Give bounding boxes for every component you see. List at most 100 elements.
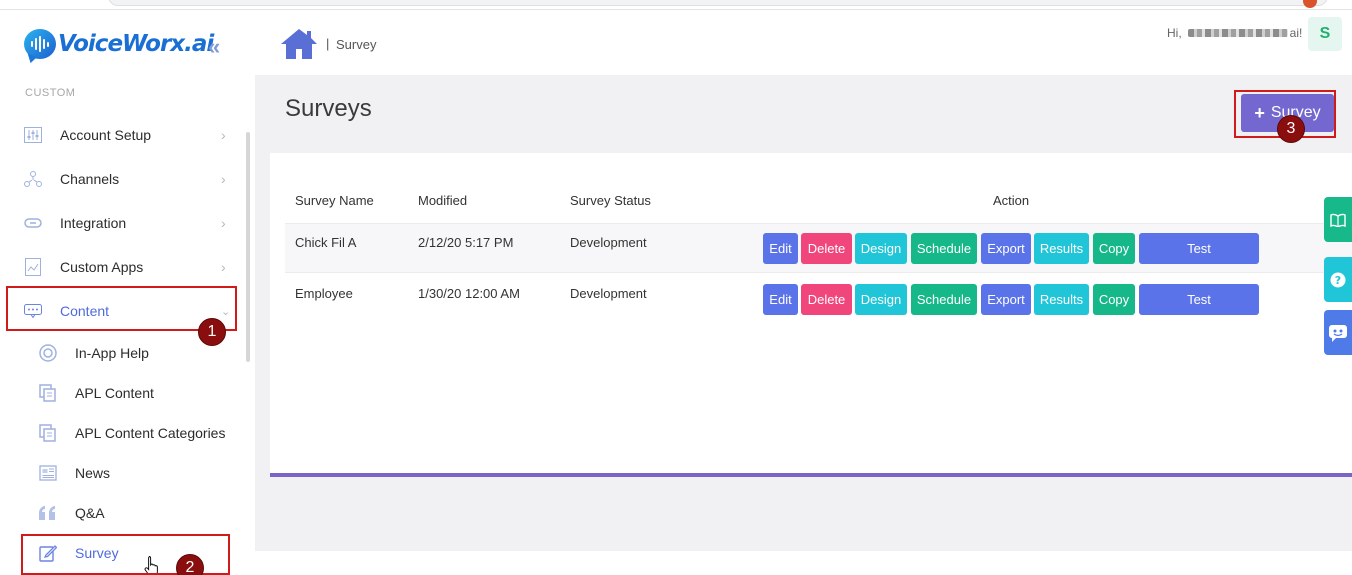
results-button[interactable]: Results xyxy=(1034,233,1089,264)
column-header-modified: Modified xyxy=(418,193,468,208)
content-icon xyxy=(24,302,42,320)
modified-cell: 1/30/20 12:00 AM xyxy=(418,286,520,301)
help-tab[interactable]: ? xyxy=(1324,257,1352,302)
column-header-status: Survey Status xyxy=(570,193,651,208)
design-button[interactable]: Design xyxy=(855,284,907,315)
sidebar-subitem-label: Survey xyxy=(75,545,119,561)
survey-name-cell[interactable]: Employee xyxy=(295,286,353,301)
copy-icon xyxy=(38,383,58,403)
sidebar-subitem-label: APL Content xyxy=(75,385,154,401)
sidebar: VoiceWorx.ai « CUSTOM Account Setup › Ch… xyxy=(0,10,255,575)
survey-table-card: Survey Name Modified Survey Status Actio… xyxy=(270,153,1352,477)
sidebar-item-account-setup[interactable]: Account Setup › xyxy=(0,113,240,157)
chevron-right-icon: › xyxy=(221,215,226,231)
sidebar-subitem-survey[interactable]: Survey xyxy=(0,533,240,573)
channels-icon xyxy=(24,170,42,188)
chat-icon xyxy=(1329,324,1347,342)
step-marker-3: 3 xyxy=(1277,115,1305,143)
redacted-email xyxy=(1187,29,1288,37)
profile-dot[interactable] xyxy=(1303,0,1317,8)
question-icon: ? xyxy=(1330,272,1346,287)
sidebar-subitem-label: In-App Help xyxy=(75,345,149,361)
test-button[interactable]: Test xyxy=(1139,233,1259,264)
browser-chrome-strip xyxy=(0,0,1352,10)
copy-button[interactable]: Copy xyxy=(1093,284,1135,315)
help-ring-icon xyxy=(38,343,58,363)
chat-bubble-icon xyxy=(24,29,56,59)
sidebar-item-label: Integration xyxy=(60,215,127,231)
plus-icon: + xyxy=(1254,102,1265,123)
page-title: Surveys xyxy=(285,95,372,122)
export-button[interactable]: Export xyxy=(981,284,1031,315)
chevron-right-icon: › xyxy=(221,171,226,187)
chevron-right-icon: › xyxy=(221,127,226,143)
test-button[interactable]: Test xyxy=(1139,284,1259,315)
step-marker-2: 2 xyxy=(176,554,204,575)
sidebar-scrollbar[interactable] xyxy=(246,132,250,362)
step-marker-1: 1 xyxy=(198,318,226,346)
footer-strip xyxy=(255,551,1352,575)
sidebar-subitem-qa[interactable]: Q&A xyxy=(0,493,240,533)
sidebar-item-content[interactable]: Content ⌄ xyxy=(0,289,240,333)
brand-logo[interactable]: VoiceWorx.ai xyxy=(24,27,214,61)
breadcrumb[interactable]: Survey xyxy=(336,37,377,52)
sidebar-subitem-in-app-help[interactable]: In-App Help xyxy=(0,333,240,373)
highlight-survey xyxy=(21,534,230,575)
greeting-prefix: Hi, xyxy=(1167,26,1182,40)
top-bar: | Survey Hi, ai! S xyxy=(255,10,1352,75)
sliders-icon xyxy=(24,126,42,144)
sidebar-subitem-label: News xyxy=(75,465,111,481)
table-row: Chick Fil A 2/12/20 5:17 PM Development … xyxy=(285,223,1352,273)
column-header-action: Action xyxy=(993,193,1030,208)
status-cell: Development xyxy=(570,286,647,301)
sidebar-item-label: Custom Apps xyxy=(60,259,144,275)
collapse-sidebar-icon[interactable]: « xyxy=(208,34,221,59)
column-header-survey-name: Survey Name xyxy=(295,193,374,208)
survey-name-cell[interactable]: Chick Fil A xyxy=(295,235,357,250)
status-cell: Development xyxy=(570,235,647,250)
sidebar-item-channels[interactable]: Channels › xyxy=(0,157,240,201)
brand-name: VoiceWorx.ai xyxy=(58,31,214,57)
chevron-down-icon: ⌄ xyxy=(221,305,231,318)
sidebar-item-custom-apps[interactable]: Custom Apps › xyxy=(0,245,240,289)
design-button[interactable]: Design xyxy=(855,233,907,264)
chat-tab[interactable] xyxy=(1324,310,1352,355)
book-icon xyxy=(1330,213,1346,227)
highlight-content xyxy=(6,286,237,331)
export-button[interactable]: Export xyxy=(981,233,1031,264)
schedule-button[interactable]: Schedule xyxy=(911,233,977,264)
delete-button[interactable]: Delete xyxy=(801,233,852,264)
copy-button[interactable]: Copy xyxy=(1093,233,1135,264)
sidebar-item-integration[interactable]: Integration › xyxy=(0,201,240,245)
home-icon[interactable] xyxy=(279,27,319,66)
modified-cell: 2/12/20 5:17 PM xyxy=(418,235,514,250)
chevron-right-icon: › xyxy=(221,259,226,275)
news-icon xyxy=(38,463,58,483)
results-button[interactable]: Results xyxy=(1034,284,1089,315)
link-icon xyxy=(24,214,42,232)
breadcrumb-separator: | xyxy=(326,36,330,51)
address-bar[interactable] xyxy=(108,0,1328,6)
greeting-suffix: ai! xyxy=(1289,26,1303,40)
sidebar-subitem-label: Q&A xyxy=(75,505,105,521)
table-row: Employee 1/30/20 12:00 AM Development Ed… xyxy=(285,275,1352,325)
sidebar-item-label: Content xyxy=(60,303,110,319)
sidebar-item-label: Account Setup xyxy=(60,127,152,143)
custom-apps-icon xyxy=(24,258,42,276)
sidebar-subitem-apl-content-categories[interactable]: APL Content Categories xyxy=(0,413,240,453)
sidebar-subitem-label: APL Content Categories xyxy=(75,425,226,441)
copy-icon xyxy=(38,423,58,443)
schedule-button[interactable]: Schedule xyxy=(911,284,977,315)
user-greeting: Hi, ai! xyxy=(1167,26,1302,40)
edit-button[interactable]: Edit xyxy=(763,284,798,315)
edit-button[interactable]: Edit xyxy=(763,233,798,264)
sidebar-item-label: Channels xyxy=(60,171,120,187)
docs-tab[interactable] xyxy=(1324,197,1352,242)
sidebar-subitem-apl-content[interactable]: APL Content xyxy=(0,373,240,413)
sidebar-section-label: CUSTOM xyxy=(25,87,76,99)
avatar[interactable]: S xyxy=(1308,17,1342,51)
svg-text:?: ? xyxy=(1335,274,1341,287)
delete-button[interactable]: Delete xyxy=(801,284,852,315)
quote-icon xyxy=(38,503,58,523)
sidebar-subitem-news[interactable]: News xyxy=(0,453,240,493)
